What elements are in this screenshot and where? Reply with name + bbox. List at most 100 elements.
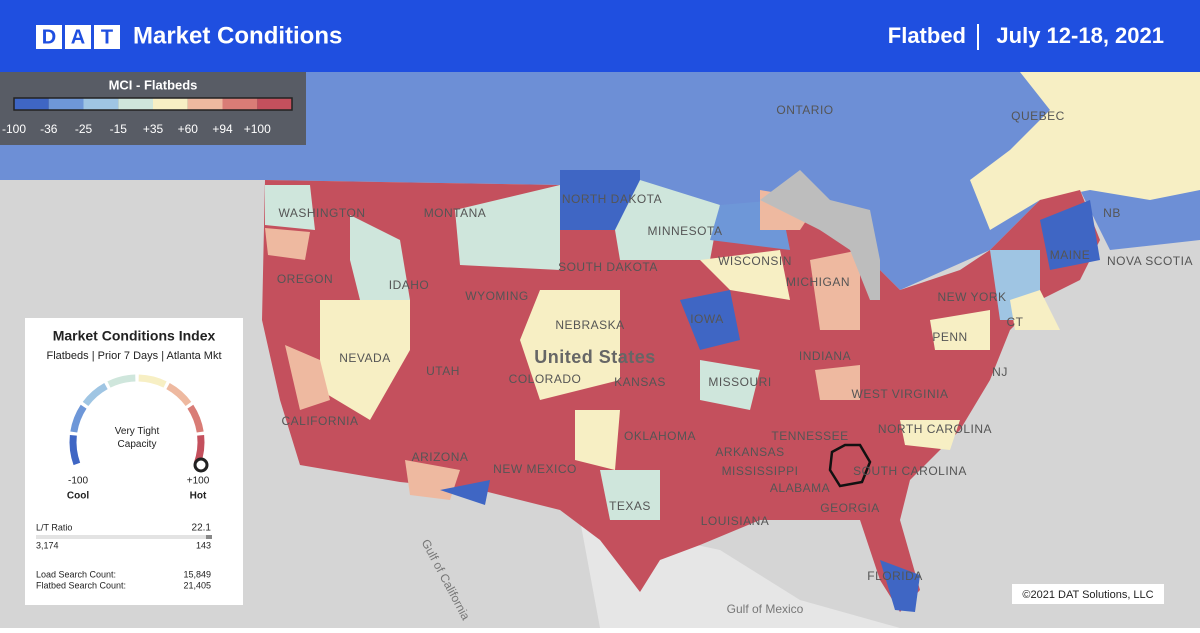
map-label: Gulf of Mexico (727, 602, 804, 616)
copyright-box (1012, 584, 1164, 604)
map-label: MAINE (1050, 248, 1091, 262)
status-box: Very Tight Capacity (114, 426, 160, 450)
map-label: WASHINGTON (278, 206, 365, 220)
great-lakes (760, 170, 880, 300)
map-label: NORTH CAROLINA (878, 422, 992, 436)
region (265, 228, 310, 260)
date: July 12-18, 2021 (996, 23, 1164, 48)
map-label: WYOMING (465, 289, 529, 303)
gauge (69, 374, 205, 466)
map-label: MINNESOTA (648, 224, 723, 238)
map-label: NEVADA (339, 351, 390, 365)
ratio-label: L/T Ratio (36, 522, 72, 532)
legend-swatch (222, 98, 258, 110)
legend-label: -25 (75, 122, 93, 136)
ratio-bar-fill (206, 535, 212, 539)
gauge-segment (187, 404, 204, 433)
gauge-segment (70, 404, 87, 433)
legend-swatch (14, 98, 49, 110)
map-label: QUEBEC (1011, 109, 1065, 123)
region (930, 310, 990, 350)
map-label: OREGON (277, 272, 333, 286)
map-label: IDAHO (389, 278, 430, 292)
gauge-segment (107, 374, 136, 388)
legend-label: -100 (2, 122, 26, 136)
map-label: MONTANA (424, 206, 487, 220)
max-value: +100 (187, 476, 210, 487)
legend-title: MCI - Flatbeds (109, 77, 198, 92)
copyright: ©2021 DAT Solutions, LLC (1022, 589, 1153, 601)
legend-label: -36 (40, 122, 58, 136)
gauge-segment (69, 434, 81, 466)
map-label: PENN (932, 330, 967, 344)
legend-swatch (48, 98, 84, 110)
region (600, 470, 660, 520)
ratio: 22.1 (192, 523, 212, 534)
map-label: IOWA (690, 312, 724, 326)
region (520, 290, 620, 400)
region (1010, 290, 1060, 330)
legend-label: -15 (110, 122, 128, 136)
map-label: OKLAHOMA (624, 429, 696, 443)
region (265, 185, 315, 230)
map-label: MISSISSIPPI (722, 464, 799, 478)
map-label: ONTARIO (776, 103, 833, 117)
equipment: Flatbed (888, 23, 966, 48)
map-label: INDIANA (799, 349, 851, 363)
map-label: NEW MEXICO (493, 462, 577, 476)
map-label: SOUTH DAKOTA (558, 260, 658, 274)
map-label: COLORADO (509, 372, 582, 386)
map-label: WISCONSIN (718, 254, 792, 268)
region (615, 180, 720, 260)
map-label: NJ (992, 365, 1008, 379)
map-label: NB (1103, 206, 1121, 220)
min-label: Cool (67, 491, 89, 502)
map-label: FLORIDA (867, 569, 923, 583)
header (0, 0, 1200, 72)
header-title: Market Conditions (133, 22, 342, 49)
map-label: KANSAS (614, 375, 666, 389)
map-label: TEXAS (609, 499, 651, 513)
map-label: NOVA SCOTIA (1107, 254, 1193, 268)
gauge-knob (193, 457, 209, 473)
map-label: SOUTH CAROLINA (853, 464, 967, 478)
legend-swatch (83, 98, 119, 110)
map-label: ARKANSAS (715, 445, 784, 459)
load-search-label: Load Search Count: (36, 569, 116, 579)
logo-box (65, 25, 91, 49)
trucks: 143 (196, 540, 211, 550)
map-label: GEORGIA (820, 501, 880, 515)
legend-swatch (118, 98, 153, 110)
region (880, 560, 920, 612)
region (320, 300, 410, 420)
map-label: MICHIGAN (786, 275, 850, 289)
min-value: -100 (68, 476, 88, 487)
map-label: TENNESSEE (771, 429, 848, 443)
card-subtitle: Flatbeds | Prior 7 Days | Atlanta Mkt (46, 350, 221, 362)
gauge-segment (138, 374, 167, 388)
map-label: CALIFORNIA (281, 414, 358, 428)
truck-search: 21,405 (183, 580, 211, 590)
map-label: NORTH DAKOTA (562, 192, 662, 206)
region (575, 410, 620, 470)
region (440, 480, 490, 505)
region (285, 345, 330, 410)
region (810, 250, 860, 330)
legend-swatch (187, 98, 223, 110)
map-label: UTAH (426, 364, 460, 378)
map-label: MISSOURI (708, 375, 771, 389)
region (455, 185, 560, 270)
gauge-segment (82, 382, 108, 407)
logo-box (36, 25, 62, 49)
legend-label: +60 (178, 122, 199, 136)
region (700, 360, 760, 410)
logo-letter: D (42, 26, 56, 48)
map-label: CT (1007, 315, 1024, 329)
map-label: NEW YORK (937, 290, 1006, 304)
region (815, 365, 860, 400)
legend-swatch (153, 98, 188, 110)
status: Very Tight Capacity (114, 426, 160, 450)
logo-letter: T (101, 26, 113, 48)
